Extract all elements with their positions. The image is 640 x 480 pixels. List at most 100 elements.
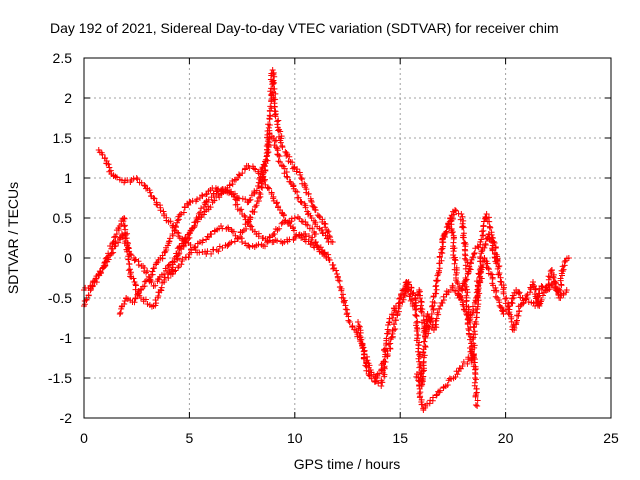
data-point <box>277 128 284 135</box>
data-point <box>444 381 451 388</box>
series-trace-4 <box>116 185 330 317</box>
data-point <box>530 279 537 285</box>
data-point <box>415 377 422 384</box>
data-point <box>130 175 137 182</box>
data-point <box>173 256 180 263</box>
data-point <box>142 278 149 285</box>
data-point <box>176 235 183 242</box>
data-point <box>272 90 279 97</box>
data-point <box>144 268 151 275</box>
data-point <box>329 239 336 245</box>
data-point <box>150 195 157 201</box>
data-point <box>308 199 315 205</box>
data-point <box>503 294 510 301</box>
data-point <box>132 281 139 288</box>
series-trace-5 <box>165 214 319 281</box>
data-point <box>341 299 348 306</box>
data-point <box>471 249 478 256</box>
data-point <box>514 317 521 324</box>
y-tick-label: 2 <box>64 90 72 106</box>
data-point <box>134 176 141 183</box>
data-point <box>276 153 283 160</box>
data-point <box>132 295 139 302</box>
series-trace-3 <box>81 67 336 310</box>
data-point <box>480 223 487 230</box>
data-point <box>471 359 478 366</box>
data-point <box>416 383 423 389</box>
data-point <box>375 380 382 387</box>
data-point <box>491 240 498 247</box>
data-point <box>171 228 178 235</box>
data-point <box>509 295 516 302</box>
y-axis-label: SDTVAR / TECUs <box>5 182 21 294</box>
data-point <box>111 234 118 241</box>
data-point <box>198 205 205 212</box>
data-point <box>438 257 445 264</box>
data-point <box>257 191 264 198</box>
data-point <box>112 233 119 240</box>
data-point <box>500 308 507 315</box>
data-point <box>497 303 504 310</box>
data-point <box>282 217 289 224</box>
data-point <box>149 268 156 275</box>
data-point <box>134 291 141 298</box>
data-point <box>407 297 414 304</box>
data-point <box>176 250 183 257</box>
data-point <box>270 80 277 87</box>
data-point <box>548 267 555 274</box>
y-tick-label: -0.5 <box>48 290 72 306</box>
data-point <box>560 291 567 298</box>
data-point <box>320 250 327 257</box>
data-point <box>470 254 477 261</box>
data-point <box>364 357 371 364</box>
data-point <box>413 306 420 313</box>
data-point <box>107 167 114 174</box>
data-point <box>435 267 442 274</box>
data-point <box>433 392 440 399</box>
data-point <box>297 198 304 205</box>
data-point <box>241 212 248 219</box>
data-point <box>461 255 468 262</box>
data-point <box>310 217 317 224</box>
data-point <box>219 244 226 251</box>
data-point <box>273 144 280 151</box>
data-point <box>292 233 299 240</box>
y-tick-label: 1.5 <box>53 130 73 146</box>
series-trace-1 <box>81 162 326 309</box>
data-point <box>102 155 109 161</box>
data-markers <box>81 67 572 413</box>
data-point <box>497 278 504 285</box>
data-point <box>434 309 441 316</box>
data-point <box>131 257 138 264</box>
data-point <box>467 266 474 273</box>
data-point <box>452 207 459 213</box>
data-point <box>490 238 497 245</box>
data-point <box>443 228 450 235</box>
data-point <box>293 168 300 175</box>
data-point <box>460 217 467 224</box>
data-point <box>525 299 532 305</box>
data-point <box>188 247 195 254</box>
data-point <box>230 228 237 235</box>
data-point <box>429 303 436 310</box>
data-point <box>448 229 455 236</box>
data-point <box>316 213 323 220</box>
data-point <box>390 311 397 318</box>
data-point <box>298 175 305 181</box>
data-point <box>380 358 387 365</box>
data-point <box>415 355 422 362</box>
data-point <box>463 276 470 283</box>
data-point <box>266 185 273 192</box>
data-point <box>257 174 264 181</box>
data-point <box>482 240 489 247</box>
data-point <box>153 260 160 267</box>
data-point <box>108 245 115 252</box>
data-point <box>242 196 249 203</box>
data-point <box>216 243 223 250</box>
data-point <box>439 299 446 306</box>
data-point <box>100 262 107 269</box>
data-point <box>271 73 278 80</box>
data-point <box>465 270 472 277</box>
data-point <box>234 201 241 208</box>
